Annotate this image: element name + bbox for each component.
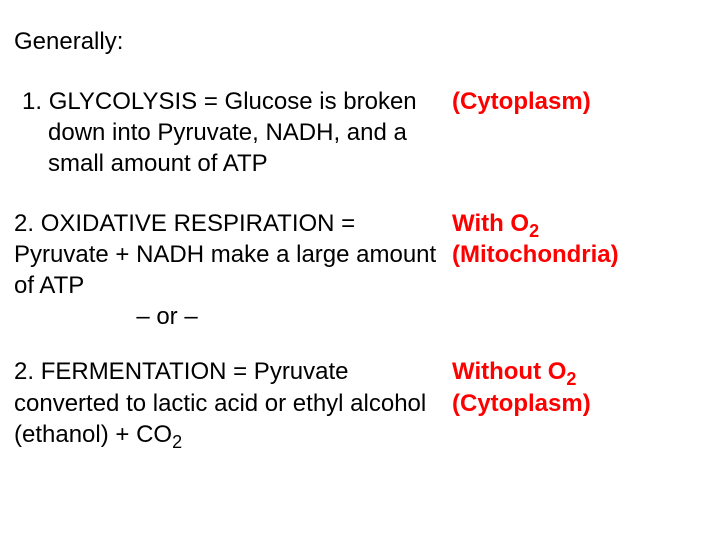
or-divider: – or – bbox=[14, 301, 440, 332]
section-2-left: 2. OXIDATIVE RESPIRATION = Pyruvate + NA… bbox=[10, 208, 440, 333]
section-3: 2. FERMENTATION = Pyruvate converted to … bbox=[10, 356, 710, 450]
section-3-text: FERMENTATION = Pyruvate converted to lac… bbox=[14, 358, 426, 447]
section-1-location: (Cytoplasm) bbox=[452, 88, 591, 115]
section-3-right: Without O2 (Cytoplasm) bbox=[440, 356, 710, 418]
section-3-left: 2. FERMENTATION = Pyruvate converted to … bbox=[10, 356, 440, 450]
section-2-number: 2. bbox=[14, 210, 34, 237]
section-2-right: With O2 (Mitochondria) bbox=[440, 208, 710, 270]
section-1-number: 1. bbox=[22, 88, 42, 115]
section-3-left-sub: 2 bbox=[172, 431, 182, 451]
section-2-location: (Mitochondria) bbox=[452, 241, 619, 268]
section-3-number: 2. bbox=[14, 358, 34, 385]
section-3-sub: 2 bbox=[566, 369, 576, 389]
section-1-left: 1. GLYCOLYSIS = Glucose is broken down i… bbox=[10, 86, 440, 180]
section-2-text: OXIDATIVE RESPIRATION = Pyruvate + NADH … bbox=[14, 210, 436, 299]
section-2-condition: With O bbox=[452, 210, 529, 237]
intro-heading: Generally: bbox=[10, 28, 710, 56]
section-1-text: GLYCOLYSIS = Glucose is broken down into… bbox=[48, 88, 417, 177]
section-2: 2. OXIDATIVE RESPIRATION = Pyruvate + NA… bbox=[10, 208, 710, 333]
section-3-condition: Without O bbox=[452, 358, 566, 385]
section-1: 1. GLYCOLYSIS = Glucose is broken down i… bbox=[10, 86, 710, 180]
section-2-sub: 2 bbox=[529, 220, 539, 240]
section-1-right: (Cytoplasm) bbox=[440, 86, 710, 117]
section-3-location: (Cytoplasm) bbox=[452, 390, 591, 417]
